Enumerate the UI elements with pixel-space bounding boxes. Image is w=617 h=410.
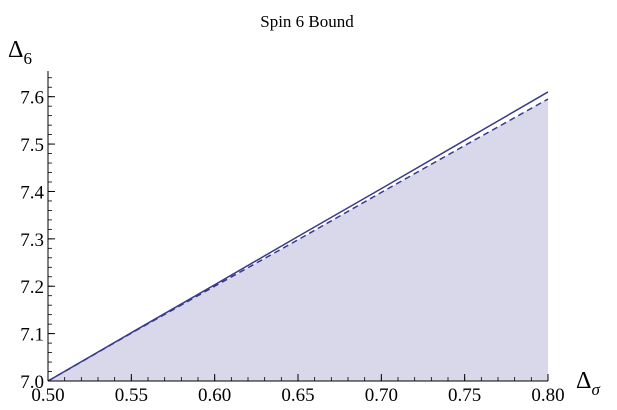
bound-line-solid [47, 91, 549, 382]
y-tick-label: 7.1 [20, 325, 44, 346]
y-tick-label: 7.5 [20, 135, 44, 156]
x-ticks: 0.50 0.55 0.60 0.65 0.70 0.75 0.80 [31, 374, 565, 406]
y-tick-label: 7.4 [20, 182, 44, 203]
y-axis-label: Δ6 [8, 37, 32, 68]
y-tick-label: 7.3 [20, 230, 44, 251]
y-axis-label-symbol: Δ [8, 37, 23, 63]
x-tick-label: 0.75 [448, 385, 481, 406]
x-axis-label: Δσ [576, 368, 600, 399]
x-tick-label: 0.50 [31, 385, 64, 406]
y-ticks: 7.0 7.1 7.2 7.3 7.4 7.5 7.6 [20, 77, 55, 393]
x-tick-label: 0.70 [365, 385, 398, 406]
y-tick-label: 7.2 [20, 277, 44, 298]
y-tick-label: 7.0 [20, 372, 44, 393]
x-tick-label: 0.65 [281, 385, 314, 406]
shaded-allowed-region [48, 99, 548, 381]
x-tick-label: 0.60 [198, 385, 231, 406]
chart-title: Spin 6 Bound [260, 12, 354, 31]
x-axis-label-subscript: σ [591, 380, 600, 399]
x-tick-label: 0.80 [531, 385, 564, 406]
y-tick-label: 7.6 [20, 88, 44, 109]
x-tick-label: 0.55 [115, 385, 148, 406]
x-axis-label-symbol: Δ [576, 368, 591, 394]
y-axis-label-subscript: 6 [23, 49, 32, 68]
